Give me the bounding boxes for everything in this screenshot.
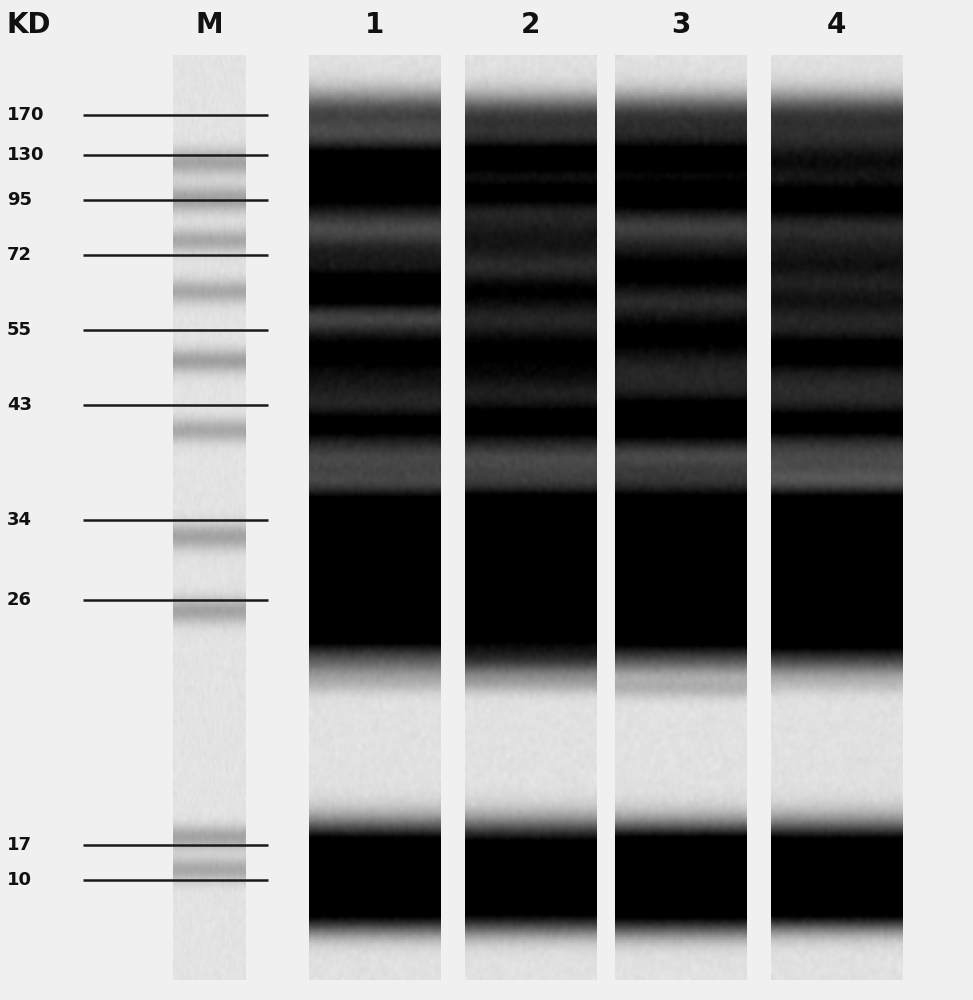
Text: 34: 34	[7, 511, 32, 529]
Text: 95: 95	[7, 191, 32, 209]
Text: 43: 43	[7, 396, 32, 414]
Text: KD: KD	[7, 11, 52, 39]
Text: 170: 170	[7, 106, 45, 124]
Text: 26: 26	[7, 591, 32, 609]
Text: 10: 10	[7, 871, 32, 889]
Text: 4: 4	[827, 11, 847, 39]
Text: 72: 72	[7, 246, 32, 264]
Text: 130: 130	[7, 146, 45, 164]
Text: 17: 17	[7, 836, 32, 854]
Text: 1: 1	[365, 11, 384, 39]
Text: 3: 3	[671, 11, 691, 39]
Text: M: M	[196, 11, 223, 39]
Text: 2: 2	[521, 11, 540, 39]
Text: 55: 55	[7, 321, 32, 339]
